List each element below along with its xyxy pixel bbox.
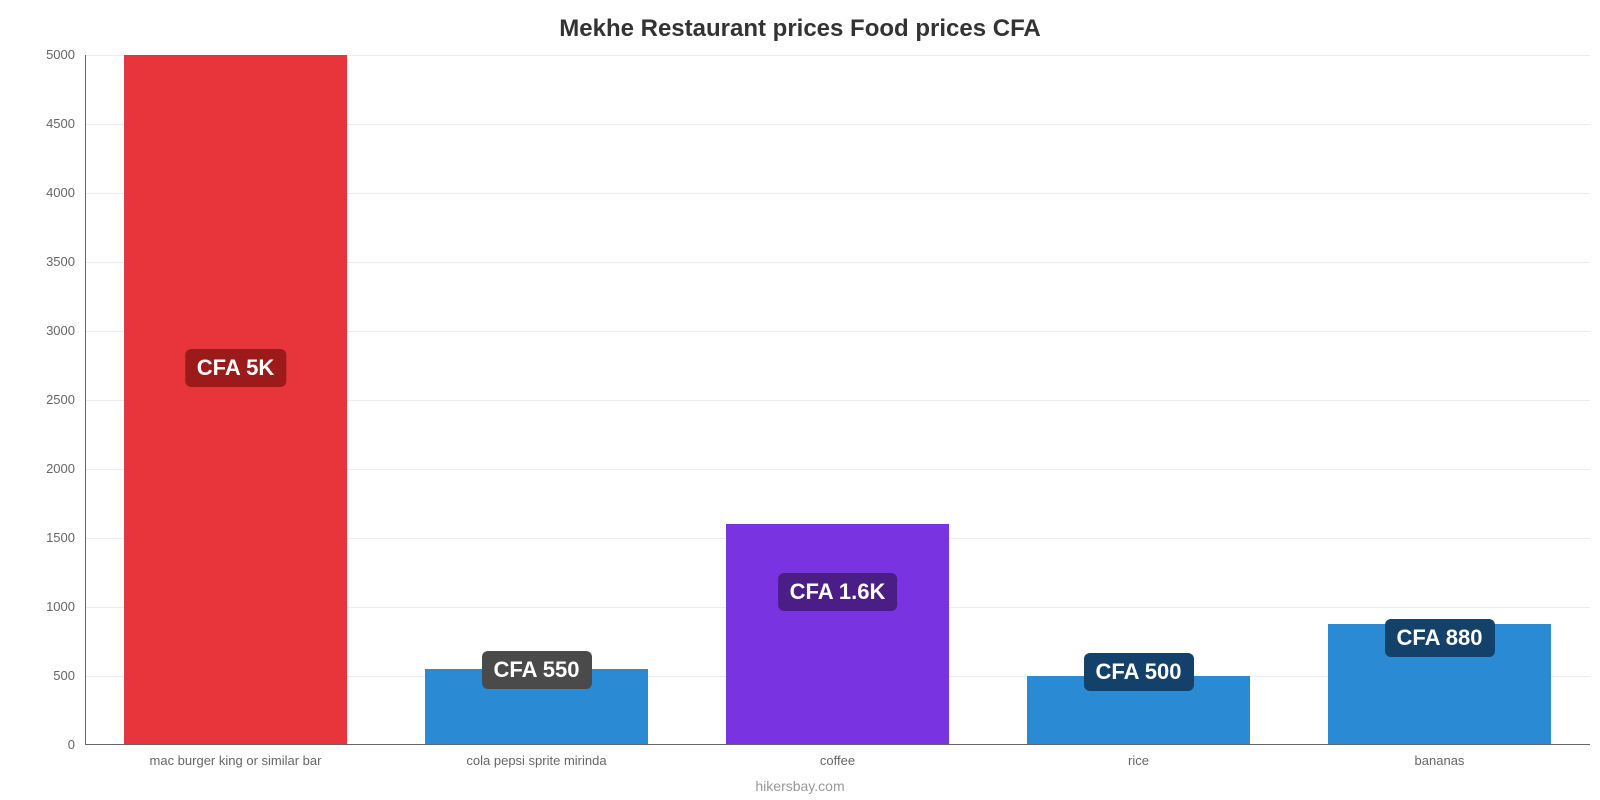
ytick-label: 500 (15, 668, 75, 683)
ytick-label: 0 (15, 737, 75, 752)
ytick-label: 4000 (15, 185, 75, 200)
data-label: CFA 1.6K (778, 573, 898, 611)
bar (124, 55, 347, 745)
data-label: CFA 500 (1083, 653, 1193, 691)
x-axis-line (85, 744, 1590, 745)
data-label: CFA 880 (1384, 619, 1494, 657)
xtick-label: rice (988, 753, 1289, 768)
data-label: CFA 5K (185, 349, 286, 387)
ytick-label: 3500 (15, 254, 75, 269)
ytick-label: 1000 (15, 599, 75, 614)
xtick-label: coffee (687, 753, 988, 768)
chart-title: Mekhe Restaurant prices Food prices CFA (0, 15, 1600, 43)
xtick-label: bananas (1289, 753, 1590, 768)
ytick-label: 1500 (15, 530, 75, 545)
y-axis-line (85, 55, 86, 745)
plot-area: 0500100015002000250030003500400045005000… (85, 55, 1590, 745)
ytick-label: 5000 (15, 47, 75, 62)
ytick-label: 2000 (15, 461, 75, 476)
bar (726, 524, 949, 745)
ytick-label: 2500 (15, 392, 75, 407)
ytick-label: 4500 (15, 116, 75, 131)
xtick-label: cola pepsi sprite mirinda (386, 753, 687, 768)
xtick-label: mac burger king or similar bar (85, 753, 386, 768)
credit-text: hikersbay.com (0, 778, 1600, 794)
data-label: CFA 550 (481, 651, 591, 689)
ytick-label: 3000 (15, 323, 75, 338)
bars-layer (85, 55, 1590, 745)
